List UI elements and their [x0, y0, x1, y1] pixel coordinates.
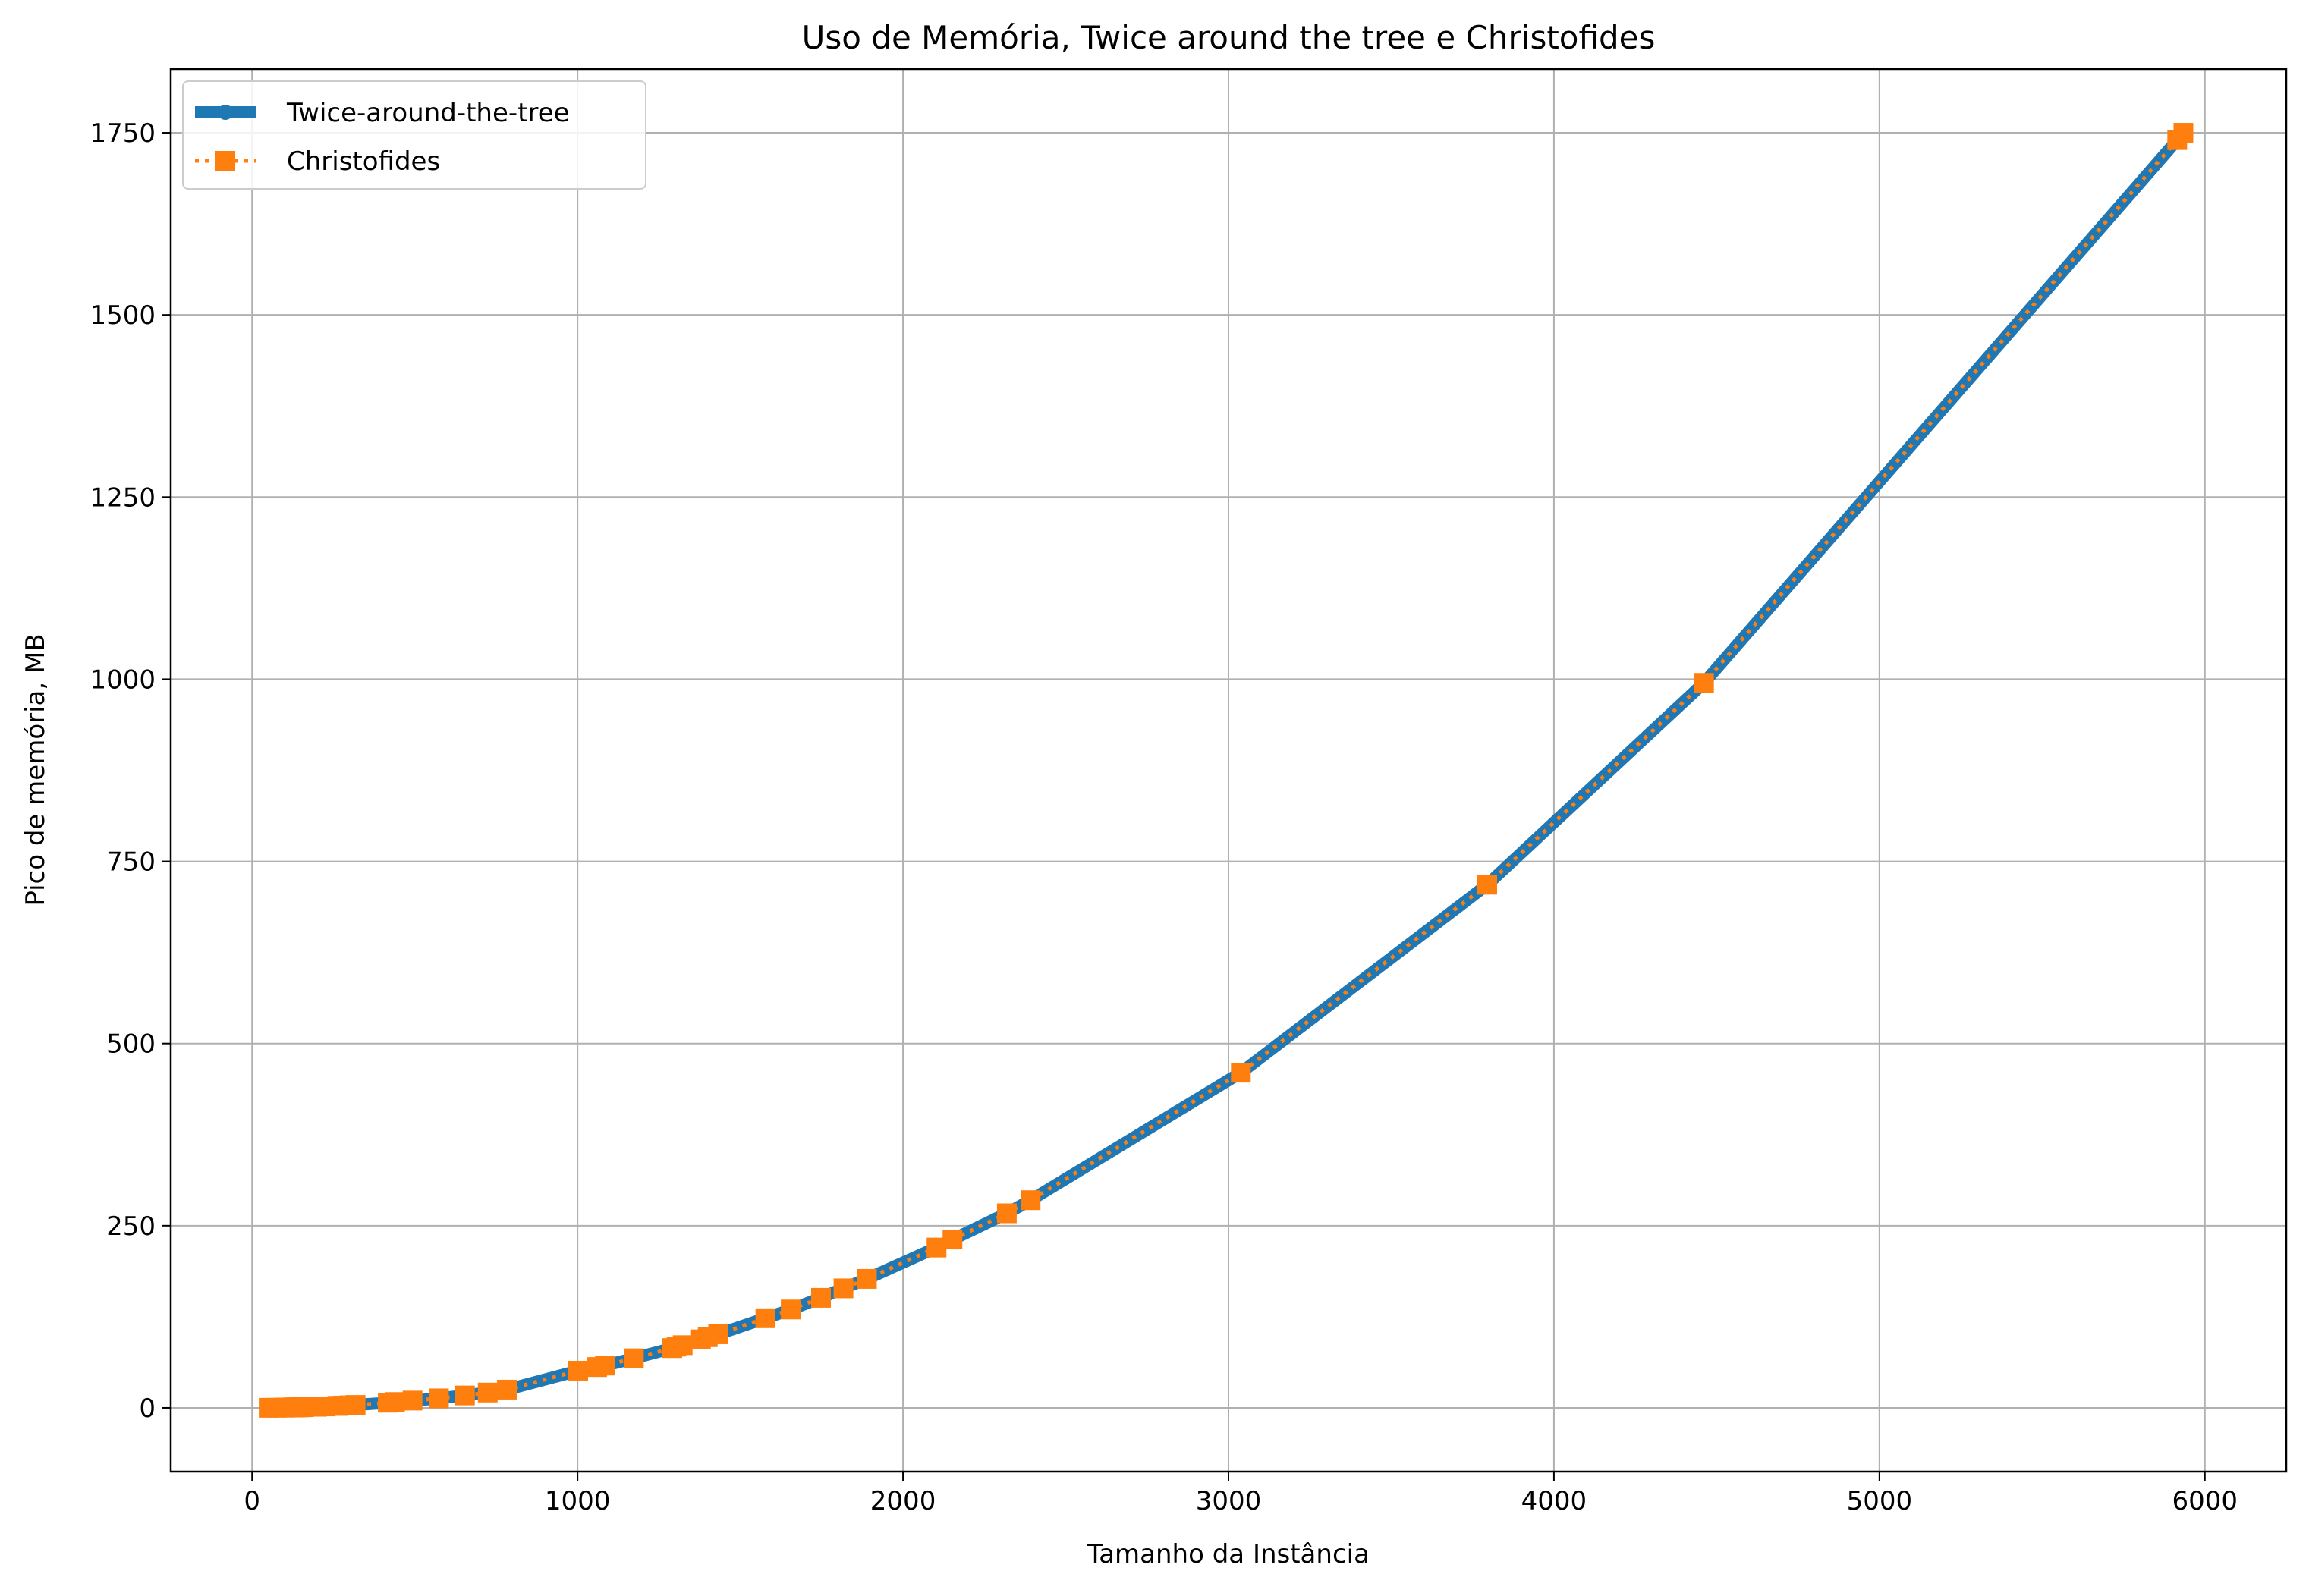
point-christofides	[385, 1392, 405, 1412]
point-christofides	[402, 1390, 423, 1411]
point-christofides	[455, 1385, 475, 1406]
x-tick-label: 1000	[545, 1486, 611, 1516]
point-christofides	[1694, 673, 1714, 693]
y-tick-label: 500	[106, 1029, 156, 1060]
x-tick-label: 3000	[1196, 1486, 1262, 1516]
x-tick-label: 0	[244, 1486, 260, 1516]
point-christofides	[833, 1278, 854, 1299]
legend-marker-twice-around-the-tree	[218, 105, 233, 120]
x-tick-label: 6000	[2172, 1486, 2238, 1516]
x-tick-label: 4000	[1521, 1486, 1587, 1516]
x-tick-label: 2000	[870, 1486, 936, 1516]
y-tick-label: 1250	[90, 482, 156, 513]
point-christofides	[595, 1356, 615, 1376]
axis-ticks: 0 1000 2000 3000 4000 5000 6000 0 250 500 750 1000 1…	[90, 118, 2238, 1516]
y-tick-label: 0	[139, 1393, 156, 1424]
point-christofides	[1021, 1190, 1041, 1211]
point-christofides	[477, 1382, 498, 1403]
y-tick-label: 750	[106, 847, 156, 878]
legend: Twice-around-the-tree Christofides	[182, 80, 646, 190]
grid	[171, 69, 2286, 1472]
y-tick-label: 1500	[90, 300, 156, 331]
x-axis-label: Tamanho da Instância	[1087, 1539, 1370, 1569]
point-christofides	[857, 1268, 877, 1289]
y-tick-label: 1750	[90, 118, 156, 149]
point-christofides	[755, 1308, 775, 1328]
legend-marker-christofides	[215, 151, 235, 171]
x-tick-label: 5000	[1847, 1486, 1913, 1516]
point-christofides	[996, 1203, 1017, 1224]
point-christofides	[568, 1360, 589, 1381]
point-christofides	[497, 1379, 517, 1400]
legend-label-christofides: Christofides	[287, 146, 440, 177]
chart-title: Uso de Memória, Twice around the tree e …	[802, 19, 1656, 56]
point-christofides	[810, 1287, 831, 1308]
legend-box	[182, 80, 646, 190]
y-axis-label: Pico de memória, MB	[20, 633, 51, 906]
point-christofides	[1231, 1063, 1251, 1083]
point-christofides	[1477, 875, 1497, 895]
point-christofides	[942, 1230, 963, 1250]
plot-series	[259, 123, 2194, 1418]
y-tick-label: 250	[106, 1211, 156, 1242]
point-christofides	[781, 1299, 801, 1320]
legend-label-twice-around-the-tree: Twice-around-the-tree	[286, 98, 570, 128]
point-christofides	[624, 1348, 644, 1368]
point-christofides	[708, 1324, 728, 1344]
point-christofides	[672, 1335, 693, 1356]
point-christofides	[345, 1395, 366, 1415]
point-christofides	[429, 1388, 449, 1409]
point-christofides	[2173, 123, 2194, 143]
y-tick-label: 1000	[90, 664, 156, 695]
